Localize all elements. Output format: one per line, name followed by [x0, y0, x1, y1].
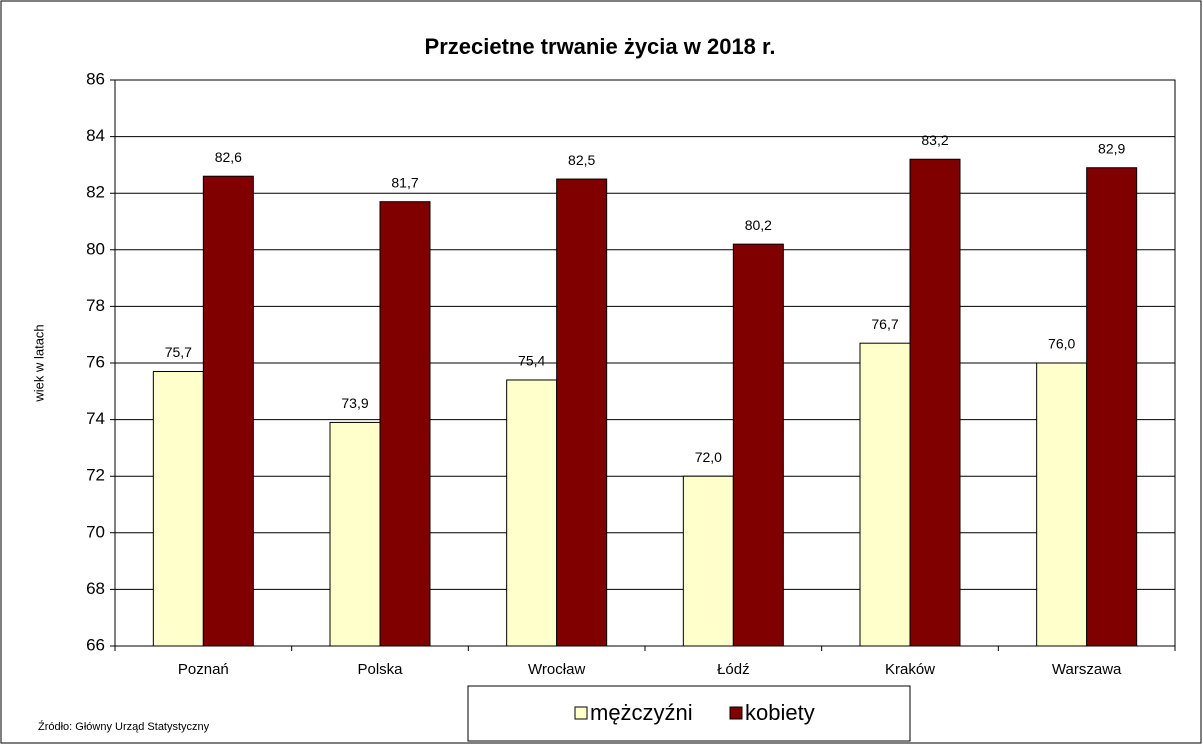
x-tick-label: Warszawa [1052, 661, 1122, 678]
y-tick-label: 78 [86, 296, 105, 315]
y-tick-label: 74 [86, 409, 105, 428]
y-tick-label: 82 [86, 183, 105, 202]
legend-label: mężczyźni [590, 700, 693, 725]
bar [556, 178, 608, 647]
data-label: 75,4 [518, 353, 545, 369]
bar [202, 175, 254, 647]
x-tick-label: Kraków [885, 661, 935, 678]
data-label: 81,7 [391, 174, 418, 190]
data-label: 76,0 [1048, 336, 1075, 352]
bar [732, 243, 784, 647]
y-tick-label: 84 [86, 126, 105, 145]
y-axis-label: wiek w latach [31, 324, 46, 402]
x-tick-label: Wrocław [528, 661, 585, 678]
bar [1086, 167, 1138, 647]
legend-label: kobiety [745, 700, 815, 725]
bar [379, 201, 431, 647]
bar [859, 342, 911, 647]
bar [682, 475, 734, 647]
y-tick-label: 80 [86, 239, 105, 258]
source: Źródło: Główny Urząd Statystyczny [38, 720, 210, 733]
data-label: 82,9 [1098, 140, 1125, 156]
y-tick-label: 76 [86, 352, 105, 371]
data-label: 75,7 [165, 344, 192, 360]
data-label: 82,5 [568, 152, 595, 168]
bar [152, 370, 204, 647]
chart-title: Przecietne trwanie życia w 2018 r. [425, 34, 776, 59]
y-tick-label: 72 [86, 466, 105, 485]
data-label: 83,2 [921, 132, 948, 148]
data-label: 80,2 [745, 217, 772, 233]
bar [1036, 362, 1088, 647]
bar [506, 379, 558, 647]
bar [329, 421, 381, 647]
legend-swatch [729, 706, 743, 720]
data-label: 82,6 [215, 149, 242, 165]
data-label: 73,9 [341, 395, 368, 411]
x-tick-label: Poznań [178, 661, 229, 678]
x-tick-label: Polska [357, 661, 403, 678]
y-tick-label: 86 [86, 69, 105, 88]
data-label: 76,7 [871, 316, 898, 332]
legend-swatch [574, 706, 588, 720]
bar [909, 158, 961, 647]
y-tick-label: 66 [86, 635, 105, 654]
y-tick-label: 70 [86, 522, 105, 541]
y-tick-label: 68 [86, 579, 105, 598]
data-label: 72,0 [695, 449, 722, 465]
x-tick-label: Łódź [717, 661, 750, 678]
legend [467, 685, 911, 742]
